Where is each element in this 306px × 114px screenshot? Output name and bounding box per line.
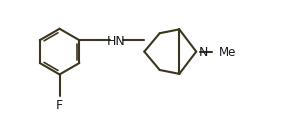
Text: HN: HN: [107, 34, 125, 47]
Text: F: F: [56, 98, 63, 111]
Text: Me: Me: [219, 46, 237, 59]
Text: N: N: [199, 46, 209, 59]
